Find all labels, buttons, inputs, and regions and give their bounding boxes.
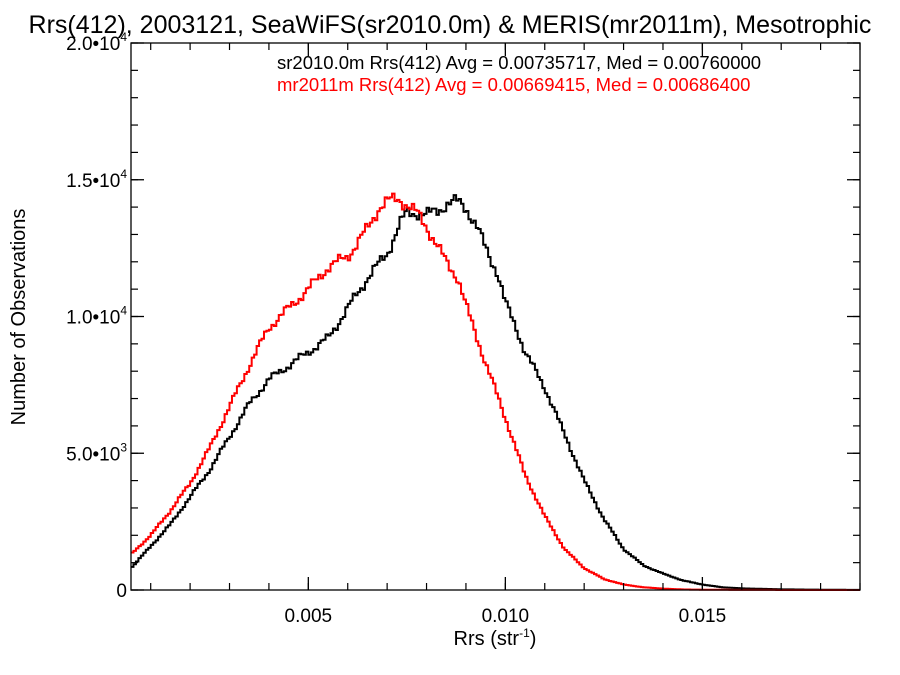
y-tick-label: 1.0•104 [66, 304, 127, 329]
series-line-1 [131, 194, 860, 591]
x-tick-label: 0.010 [482, 606, 530, 627]
y-axis-label: Number of Observations [8, 209, 30, 426]
x-axis-label-suffix: ) [530, 628, 537, 650]
chart-title: Rrs(412), 2003121, SeaWiFS(sr2010.0m) & … [29, 11, 872, 39]
series-line-2 [131, 192, 860, 591]
y-tick-label: 0 [116, 581, 127, 602]
x-tick-label: 0.005 [285, 606, 333, 627]
axis-ticks: 0.005 0.010 0.015 0 5.0•103 1.0•104 1.5•104 2.0… [66, 30, 861, 627]
legend-entry-1: sr2010.0m Rrs(412) Avg = 0.00735717, Med… [277, 52, 761, 73]
y-tick-label: 1.5•104 [66, 167, 127, 192]
legend: sr2010.0m Rrs(412) Avg = 0.00735717, Med… [277, 52, 761, 95]
y-tick-label: 5.0•103 [66, 440, 127, 465]
y-tick-label: 2.0•104 [66, 30, 127, 55]
x-axis-label-text: Rrs (str [454, 628, 520, 650]
series-layer [131, 192, 860, 591]
x-axis-label-exponent: -1 [519, 626, 530, 640]
legend-entry-2: mr2011m Rrs(412) Avg = 0.00669415, Med =… [277, 74, 750, 95]
plot-frame [130, 42, 861, 591]
x-tick-label: 0.015 [679, 606, 727, 627]
x-axis-label: Rrs (str-1) [454, 626, 537, 650]
